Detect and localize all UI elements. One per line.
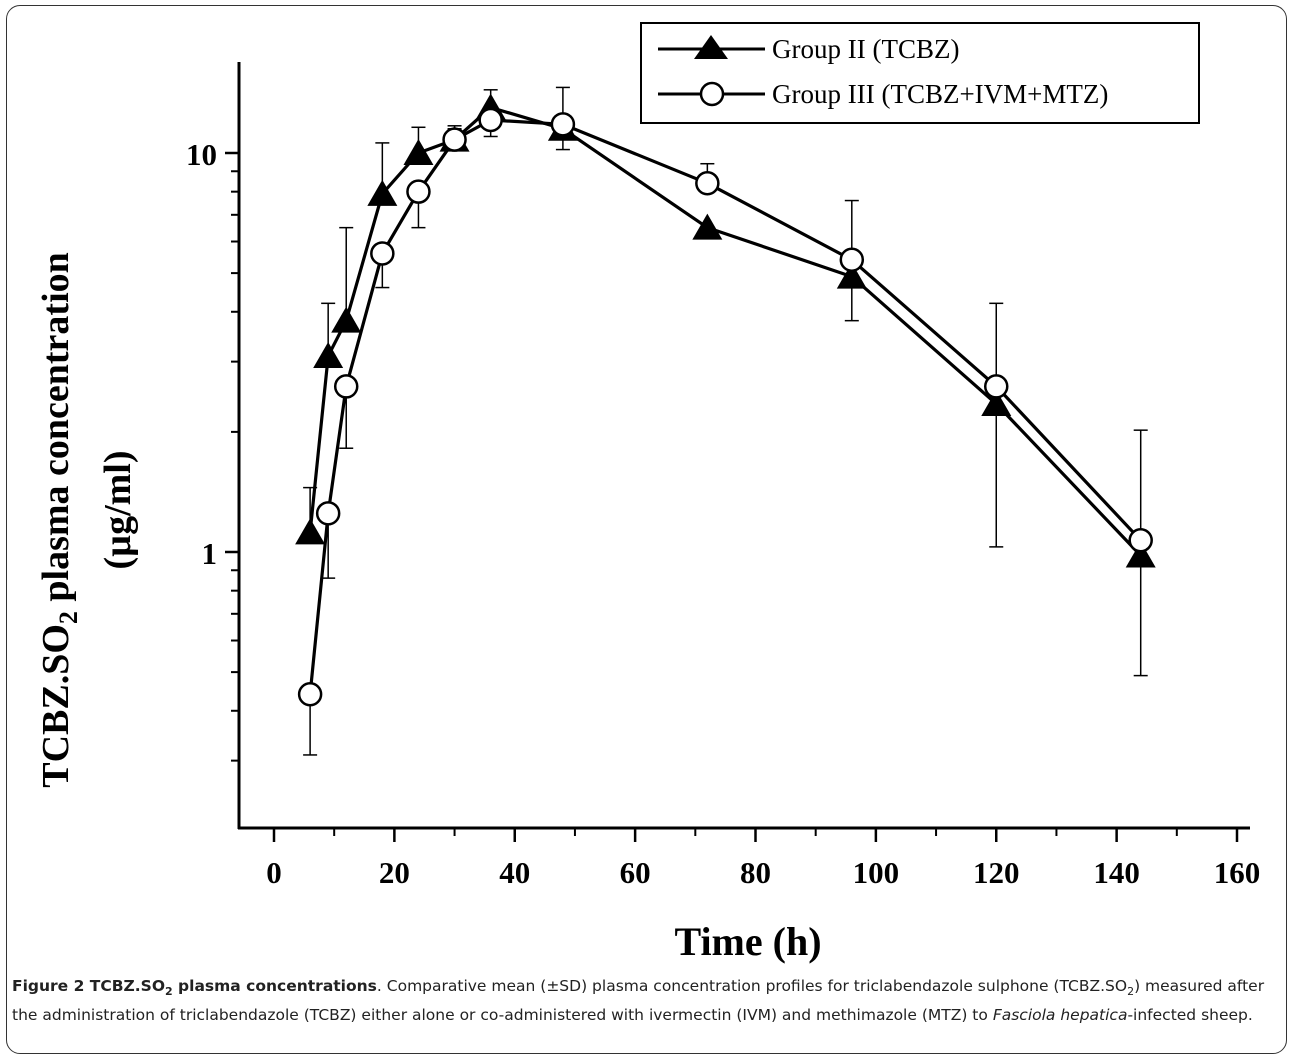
pk-chart: 0 20 40 60 80 100 120 140 160 1 10 Group II (TCBZ)… <box>35 22 1260 964</box>
data-point-circle <box>839 247 865 273</box>
caption-italic: Fasciola hepatica <box>992 1005 1128 1024</box>
data-point-triangle <box>692 213 723 240</box>
data-point-circle <box>406 179 431 204</box>
data-point-triangle <box>1125 541 1156 568</box>
y-axis-title-line1: TCBZ.SO2 plasma concentration <box>35 252 83 788</box>
data-point-circle <box>695 170 720 196</box>
caption-text-1: . Comparative mean (±SD) plasma concentr… <box>376 977 1128 995</box>
y-tick-label: 10 <box>186 137 217 172</box>
x-tick-label: 80 <box>740 855 771 890</box>
figure-caption: Figure 2 TCBZ.SO2 plasma concentrations.… <box>12 975 1280 1026</box>
data-point-circle <box>315 501 341 526</box>
data-point-triangle <box>403 139 434 165</box>
figure-frame <box>6 5 1287 1054</box>
caption-text-3: -infected sheep. <box>1127 1005 1253 1024</box>
series-markers <box>295 93 1156 707</box>
data-point-circle <box>333 374 359 399</box>
x-tick-label: 120 <box>973 855 1020 890</box>
data-point-circle <box>297 682 323 707</box>
x-tick-label: 0 <box>266 855 282 890</box>
legend-label-group2: Group II (TCBZ) <box>772 34 959 64</box>
y-tick-label: 1 <box>202 536 218 571</box>
y-axis-title: TCBZ.SO2 plasma concentration (µg/ml) <box>35 252 139 788</box>
series-lines <box>308 105 1142 695</box>
caption-text-2: ) measured after the administration of t… <box>12 977 1265 1024</box>
data-point-circle <box>984 374 1009 399</box>
caption-sub: 2 <box>1127 985 1135 999</box>
data-point-triangle <box>295 518 326 545</box>
data-point-circle <box>1128 528 1153 553</box>
x-tick-label: 60 <box>620 855 651 890</box>
series-line-group3 <box>308 118 1142 695</box>
x-tick-label: 40 <box>499 855 530 890</box>
chart-axes: 0 20 40 60 80 100 120 140 160 1 10 <box>186 62 1260 890</box>
data-point-triangle <box>367 179 398 206</box>
data-point-circle <box>550 112 576 137</box>
y-axis-title-unit: (µg/ml) <box>97 451 139 570</box>
legend-label-group3: Group III (TCBZ+IVM+MTZ) <box>772 79 1108 109</box>
caption-title: Figure 2 TCBZ.SO2 plasma concentrations <box>12 977 377 999</box>
legend: Group II (TCBZ) Group III (TCBZ+IVM+MTZ) <box>640 22 1200 124</box>
series-line-group2 <box>308 105 1142 557</box>
x-tick-label: 100 <box>853 855 900 890</box>
data-point-triangle <box>836 262 867 289</box>
data-point-circle <box>442 127 467 152</box>
x-axis-title: Time (h) <box>674 919 821 964</box>
legend-marker-triangle <box>694 35 728 59</box>
legend-marker-circle <box>699 81 725 107</box>
legend-box <box>640 22 1200 124</box>
data-point-circle <box>370 241 395 266</box>
data-point-triangle <box>981 389 1012 416</box>
x-tick-label: 160 <box>1214 855 1261 890</box>
data-point-triangle <box>331 306 362 333</box>
data-point-triangle <box>313 341 344 368</box>
x-tick-label: 20 <box>379 855 410 890</box>
x-tick-label: 140 <box>1093 855 1140 890</box>
data-point-circle <box>478 107 503 133</box>
error-bars <box>303 86 1148 756</box>
